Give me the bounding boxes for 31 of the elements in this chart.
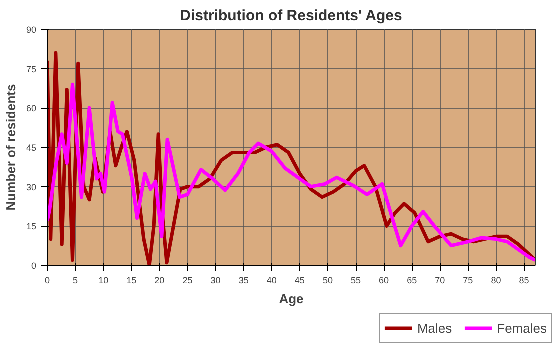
x-tick-label: 5 (73, 276, 78, 286)
x-tick-label: 55 (351, 276, 362, 286)
y-tick-label: 90 (26, 25, 37, 35)
x-tick-label: 25 (182, 276, 193, 286)
chart-title: Distribution of Residents' Ages (180, 8, 402, 24)
x-tick-label: 70 (435, 276, 446, 286)
x-tick-label: 75 (463, 276, 474, 286)
x-tick-label: 20 (154, 276, 165, 286)
x-tick-label: 10 (98, 276, 109, 286)
y-tick-label: 30 (26, 182, 37, 192)
y-tick-label: 45 (26, 143, 37, 153)
y-tick-label: 75 (26, 64, 37, 74)
x-axis-title: Age (279, 292, 304, 306)
legend-label: Males (417, 320, 452, 336)
x-tick-label: 15 (126, 276, 137, 286)
line-series (48, 82, 536, 262)
y-tick-label: 0 (31, 261, 37, 271)
x-tick-label: 85 (519, 276, 530, 286)
x-tick-label: 80 (491, 276, 502, 286)
x-tick-label: 45 (294, 276, 305, 286)
y-tick-label: 60 (26, 104, 37, 114)
x-tick-label: 35 (238, 276, 249, 286)
x-tick-label: 0 (44, 276, 50, 286)
legend-label: Females (497, 320, 547, 336)
y-axis-title: Number of residents (3, 84, 18, 211)
x-tick-label: 30 (210, 276, 221, 286)
x-tick-label: 60 (379, 276, 390, 286)
x-tick-label: 50 (322, 276, 333, 286)
x-tick-label: 40 (266, 276, 277, 286)
y-tick-label: 15 (26, 222, 37, 232)
x-tick-label: 65 (407, 276, 418, 286)
